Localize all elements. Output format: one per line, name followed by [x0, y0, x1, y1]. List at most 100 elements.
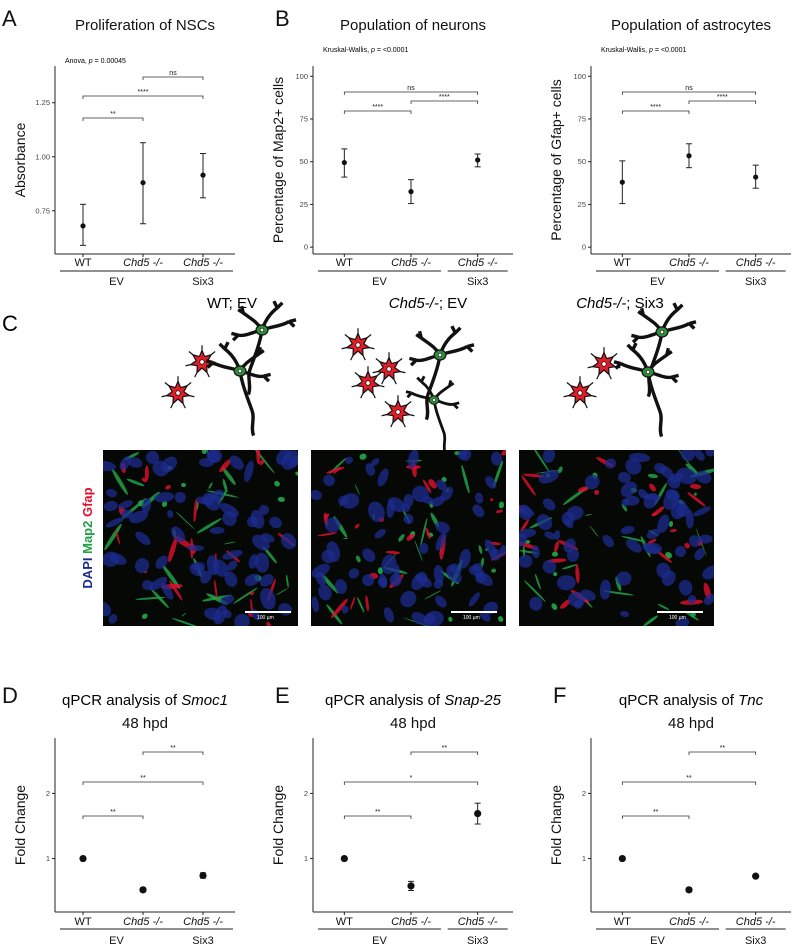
y-tick-label: 2 [46, 789, 50, 798]
stain-blob [349, 596, 357, 610]
stain-blob [164, 483, 172, 491]
astrocyte-process [587, 365, 594, 369]
chart-title: Proliferation of NSCs [75, 17, 215, 34]
stain-blob [405, 533, 416, 543]
group-label-ev: EV [650, 276, 665, 288]
stain-blob [519, 553, 533, 569]
astrocyte-process [588, 382, 594, 387]
astrocyte-cell [351, 366, 385, 399]
stain-blob [584, 513, 593, 517]
panel-letter: A [2, 6, 17, 31]
stain-blob [366, 499, 388, 525]
y-tick-label: 0 [582, 243, 586, 252]
significance-label: ** [686, 775, 692, 782]
charts-layer: A Proliferation of NSCs Anova, p = 0.00045… [2, 6, 791, 947]
data-point [200, 172, 206, 178]
data-point [686, 153, 692, 159]
data-point [685, 886, 693, 894]
significance-bracket [621, 110, 690, 114]
astrocyte-process [360, 392, 364, 399]
data-point [80, 223, 86, 229]
y-axis-label: Fold Change [270, 785, 286, 865]
stain-blob [433, 519, 452, 536]
chart-b2: Population of astrocytes Kruskal-Wallis, … [548, 17, 791, 288]
stain-blob [520, 474, 538, 497]
y-tick-label: 25 [300, 200, 308, 209]
stain-blob [294, 470, 298, 478]
astrocyte-process [366, 334, 372, 339]
stain-blob [359, 546, 379, 565]
stain-blob [232, 586, 259, 604]
significance-label: **** [717, 94, 728, 101]
astrocyte-nucleus [199, 359, 205, 365]
stain-blob [126, 455, 145, 470]
panel-letter: D [2, 683, 18, 708]
significance-label: ** [653, 809, 659, 816]
stain-blob [534, 573, 542, 590]
astrocyte-cell [563, 376, 597, 409]
stain-blob [311, 596, 321, 614]
test-annotation: Anova, p = 0.00045 [65, 58, 126, 65]
astrocyte-process [185, 363, 192, 367]
astrocyte-process [351, 384, 358, 388]
neuron-dendrites [405, 375, 460, 454]
stain-blob [448, 616, 453, 622]
astrocyte-process [344, 334, 350, 339]
stain-blob [701, 591, 714, 608]
stain-blob [285, 574, 290, 588]
chart-subtitle: 48 hpd [668, 715, 714, 732]
astrocyte-process [376, 372, 382, 377]
significance-bracket [142, 751, 204, 755]
stain-blob [593, 488, 601, 496]
astrocyte-process [563, 394, 570, 398]
data-point [474, 809, 482, 818]
y-tick-label: 25 [578, 200, 586, 209]
stain-blob [624, 495, 640, 506]
astrocyte-process [408, 413, 415, 417]
data-point [408, 189, 414, 195]
stain-blob [647, 472, 659, 478]
stain-blob [359, 453, 368, 461]
stain-blob [133, 529, 153, 548]
astrocyte-process [572, 402, 576, 409]
y-tick-label: 0 [304, 243, 308, 252]
stain-blob [691, 546, 707, 563]
data-point [618, 854, 626, 863]
stain-blob [181, 611, 187, 617]
astrocyte-process [350, 354, 354, 361]
significance-label: ** [110, 111, 116, 118]
data-point [407, 882, 415, 890]
astrocyte-nucleus [577, 390, 583, 396]
chart-subtitle: 48 hpd [122, 715, 168, 732]
stain-blob [460, 464, 472, 494]
stain-blob [497, 615, 505, 624]
significance-bracket [621, 815, 690, 819]
x-tick-label: WT [74, 916, 91, 928]
data-point [140, 180, 146, 186]
x-tick-label: Chd5 -/- [391, 916, 431, 928]
stain-blob [356, 597, 366, 614]
x-tick-label: WT [336, 257, 353, 269]
stain-blob [488, 497, 494, 502]
astrocyte-process [182, 402, 186, 409]
significance-label: ns [169, 70, 177, 77]
y-tick-label: 1 [304, 854, 308, 863]
condition-title-wt-ev: WT; EV [207, 295, 257, 312]
neuron-cell [630, 302, 697, 398]
x-tick-label: Chd5 -/- [123, 916, 163, 928]
x-tick-label: WT [614, 257, 631, 269]
astrocyte-process [186, 382, 192, 387]
significance-bracket [688, 100, 757, 104]
astrocyte-process [381, 413, 388, 417]
micrograph-chd5-six3: 100 µm [519, 450, 714, 626]
stain-blob [103, 499, 119, 512]
astrocyte-cell [161, 376, 195, 409]
astrocyte-cell [185, 345, 219, 378]
significance-bracket [82, 815, 144, 819]
x-tick-label: Chd5 -/- [669, 916, 709, 928]
stain-blob [540, 495, 558, 513]
astrocyte-process [161, 394, 168, 398]
stain-blob [372, 526, 388, 540]
significance-bracket [142, 76, 204, 80]
neuron-dendrites [230, 300, 297, 396]
